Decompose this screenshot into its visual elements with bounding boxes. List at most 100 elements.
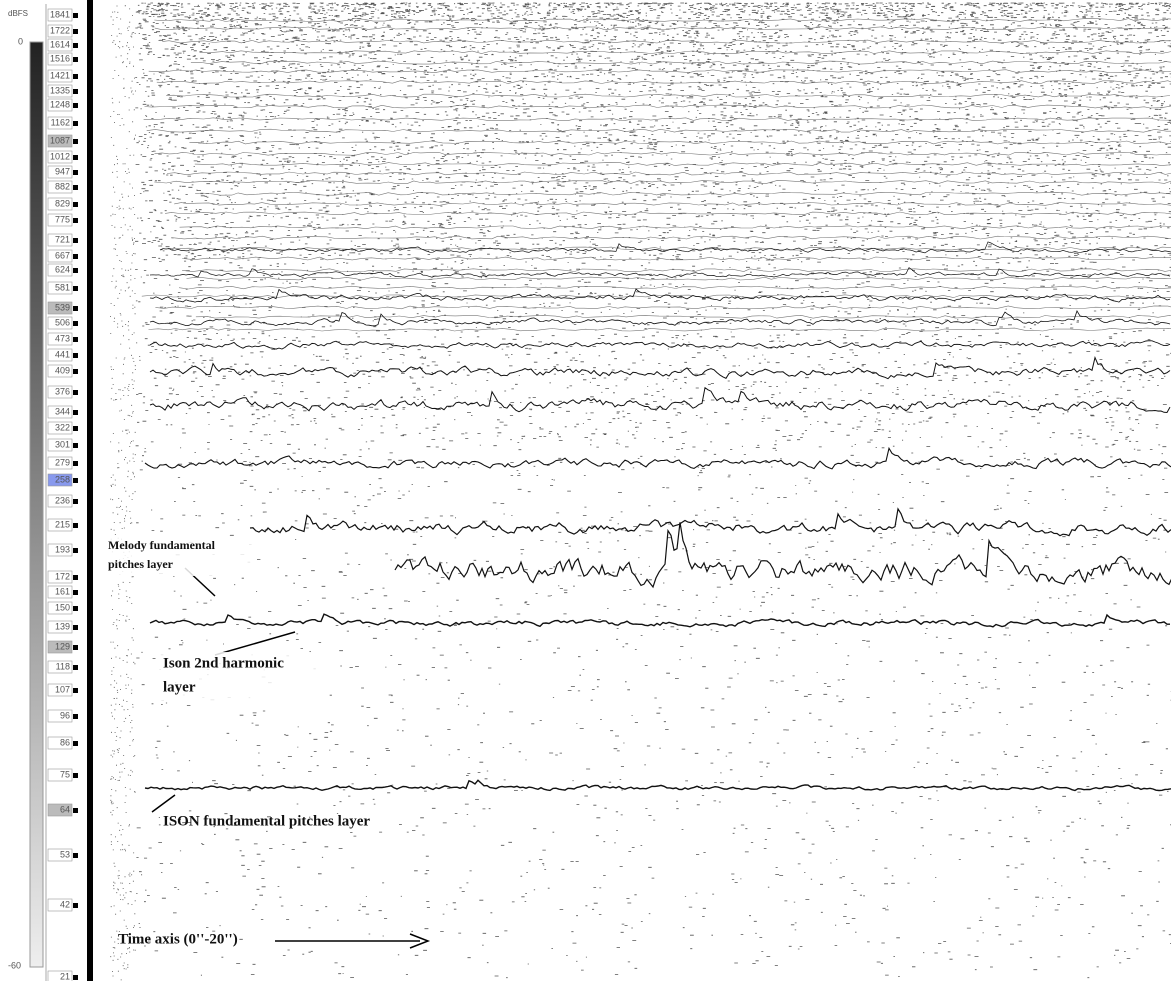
- frequency-label: 376: [55, 386, 70, 396]
- tick: [73, 43, 78, 48]
- tick: [73, 853, 78, 858]
- tick: [73, 155, 78, 160]
- tick: [73, 548, 78, 553]
- frequency-label: 139: [55, 621, 70, 631]
- tick: [73, 89, 78, 94]
- frequency-label: 21: [60, 971, 70, 981]
- tick: [73, 321, 78, 326]
- tick: [73, 714, 78, 719]
- tick: [73, 523, 78, 528]
- frequency-label: 129: [55, 641, 70, 651]
- tick: [73, 218, 78, 223]
- frequency-label: 236: [55, 495, 70, 505]
- tick: [73, 773, 78, 778]
- frequency-label: 829: [55, 198, 70, 208]
- tick: [73, 390, 78, 395]
- tick: [73, 478, 78, 483]
- tick: [73, 238, 78, 243]
- frequency-label: 344: [55, 406, 70, 416]
- tick: [73, 369, 78, 374]
- frequency-label: 441: [55, 349, 70, 359]
- tick: [73, 499, 78, 504]
- frequency-label: 96: [60, 710, 70, 720]
- tick: [73, 185, 78, 190]
- divider: [87, 0, 93, 981]
- tick: [73, 121, 78, 126]
- tick: [73, 426, 78, 431]
- frequency-label: 258: [55, 474, 70, 484]
- frequency-label: 279: [55, 457, 70, 467]
- frequency-label: 86: [60, 737, 70, 747]
- annotation: Ison 2nd harmonic: [163, 655, 284, 671]
- frequency-label: 1614: [50, 39, 70, 49]
- annotation: layer: [163, 679, 196, 695]
- frequency-label: 172: [55, 571, 70, 581]
- tick: [73, 254, 78, 259]
- frequency-label: 150: [55, 602, 70, 612]
- tick: [73, 202, 78, 207]
- scale-unit: dBFS: [8, 9, 28, 18]
- frequency-label: 882: [55, 181, 70, 191]
- tick: [73, 443, 78, 448]
- tick: [73, 74, 78, 79]
- tick: [73, 808, 78, 813]
- frequency-label: 1722: [50, 25, 70, 35]
- frequency-label: 409: [55, 365, 70, 375]
- scale-bottom: -60: [8, 960, 21, 970]
- frequency-label: 42: [60, 899, 70, 909]
- frequency-label: 193: [55, 544, 70, 554]
- annotation: ISON fundamental pitches layer: [163, 813, 370, 829]
- tick: [73, 337, 78, 342]
- annotation: Time axis (0''-20''): [118, 931, 238, 947]
- tick: [73, 57, 78, 62]
- frequency-label: 118: [56, 661, 70, 671]
- tick: [73, 575, 78, 580]
- tick: [73, 903, 78, 908]
- frequency-label: 75: [60, 769, 70, 779]
- frequency-label: 53: [60, 849, 70, 859]
- tick: [73, 688, 78, 693]
- tick: [73, 606, 78, 611]
- tick: [73, 306, 78, 311]
- tick: [73, 665, 78, 670]
- tick: [73, 975, 78, 980]
- frequency-label: 1248: [50, 99, 70, 109]
- frequency-label: 301: [55, 439, 70, 449]
- frequency-label: 1841: [50, 9, 70, 19]
- level-bar: [30, 42, 43, 967]
- tick: [73, 741, 78, 746]
- frequency-label: 947: [55, 166, 70, 176]
- frequency-label: 1012: [50, 151, 70, 161]
- frequency-label: 322: [55, 422, 70, 432]
- tick: [73, 139, 78, 144]
- frequency-label: 624: [55, 264, 70, 274]
- tick: [73, 268, 78, 273]
- frequency-label: 539: [55, 302, 70, 312]
- annotation: Melody fundamental: [108, 538, 216, 552]
- tick: [73, 625, 78, 630]
- tick: [73, 29, 78, 34]
- frequency-label: 506: [55, 317, 70, 327]
- tick: [73, 410, 78, 415]
- frequency-label: 161: [55, 586, 70, 596]
- spectrogram-screenshot: dBFS 0 -60 18411722161415161421133512481…: [0, 0, 1171, 981]
- frequency-label: 1516: [50, 53, 70, 63]
- frequency-label: 721: [55, 234, 70, 244]
- frequency-label: 1162: [51, 117, 70, 127]
- frequency-label: 215: [55, 519, 70, 529]
- frequency-label: 1087: [50, 135, 70, 145]
- tick: [73, 286, 78, 291]
- frequency-label: 581: [55, 282, 70, 292]
- tick: [73, 590, 78, 595]
- scale-top: 0: [18, 36, 23, 46]
- frequency-label: 667: [55, 250, 70, 260]
- tick: [73, 170, 78, 175]
- frequency-label: 775: [55, 214, 70, 224]
- frequency-label: 107: [55, 684, 70, 694]
- tick: [73, 13, 78, 18]
- frequency-label: 473: [55, 333, 70, 343]
- tick: [73, 103, 78, 108]
- tick: [73, 353, 78, 358]
- frequency-label: 64: [60, 804, 70, 814]
- frequency-label: 1421: [50, 70, 70, 80]
